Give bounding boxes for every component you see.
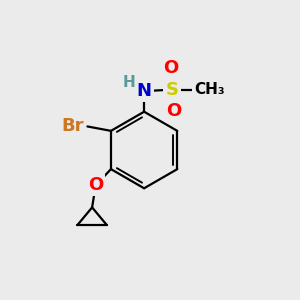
Text: O: O: [163, 59, 178, 77]
Text: Br: Br: [61, 117, 84, 135]
Text: N: N: [136, 82, 152, 100]
Text: CH₃: CH₃: [194, 82, 225, 97]
Text: O: O: [166, 102, 181, 120]
Text: O: O: [88, 176, 103, 194]
Text: S: S: [166, 81, 178, 99]
Text: H: H: [122, 75, 135, 90]
